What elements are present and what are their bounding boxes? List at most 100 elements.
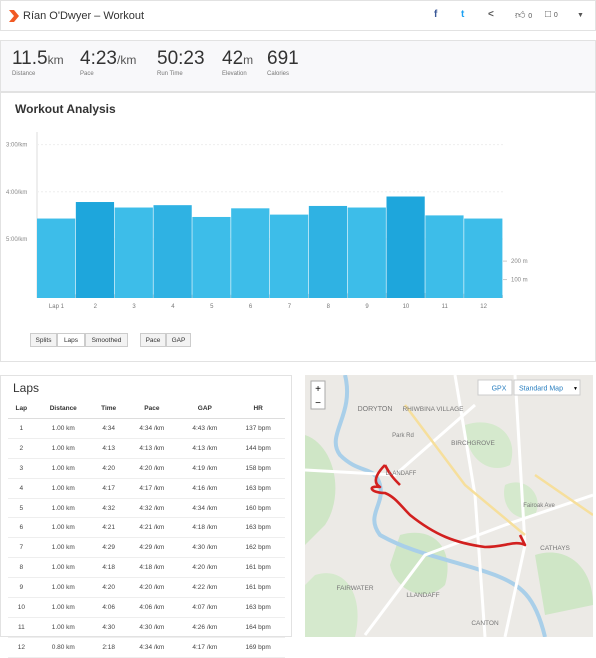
comments[interactable]: □ 0 bbox=[545, 9, 558, 20]
stat-value: 4:23 bbox=[80, 48, 117, 69]
lap-row: 10 1.00 km 4:06 4:06 /km 4:07 /km 163 bpm bbox=[8, 597, 285, 618]
cell: 10 bbox=[8, 597, 35, 618]
cell: 1.00 km bbox=[34, 478, 92, 499]
cell: 5 bbox=[8, 498, 35, 519]
cell: 137 bpm bbox=[231, 418, 285, 439]
cell: 7 bbox=[8, 537, 35, 559]
cell: 4:13 /km bbox=[125, 438, 179, 459]
cell: 4:20 bbox=[91, 577, 126, 599]
map-style-caret: ▼ bbox=[573, 386, 578, 392]
cell: 11 bbox=[8, 617, 35, 638]
stat: 42m Elevation bbox=[222, 48, 253, 77]
cell: 4:30 /km bbox=[125, 617, 179, 638]
place-label: BIRCHGROVE bbox=[451, 440, 495, 447]
stat-unit: km bbox=[47, 53, 64, 67]
cell: 1.00 km bbox=[34, 577, 92, 599]
x-tick-label: 9 bbox=[365, 304, 369, 310]
cell: 6 bbox=[8, 517, 35, 539]
cell: 8 bbox=[8, 557, 35, 579]
place-label: Park Rd bbox=[392, 433, 414, 439]
bar bbox=[114, 207, 153, 298]
mode-button[interactable]: Splits bbox=[30, 333, 57, 347]
share[interactable]: < bbox=[488, 9, 494, 20]
cell: 4:06 /km bbox=[125, 597, 179, 618]
bar bbox=[464, 218, 503, 298]
cell: 161 bpm bbox=[231, 577, 285, 599]
column-header: HR bbox=[231, 399, 285, 419]
cell: 4:34 bbox=[91, 418, 126, 439]
x-tick-label: 11 bbox=[442, 304, 449, 310]
cell: 0.80 km bbox=[34, 637, 92, 658]
stats-panel bbox=[0, 40, 596, 92]
cell: 4:29 bbox=[91, 537, 126, 559]
map-style-button[interactable] bbox=[513, 379, 581, 396]
cell: 4:26 /km bbox=[178, 617, 232, 638]
cell: 4:16 /km bbox=[178, 478, 232, 499]
column-header: Distance bbox=[34, 399, 92, 419]
stat-label: Calories bbox=[267, 71, 290, 77]
cell: 4:32 /km bbox=[125, 498, 179, 519]
cell: 160 bpm bbox=[231, 498, 285, 519]
metric-button[interactable]: GAP bbox=[166, 333, 191, 347]
stat: 4:23/km Pace bbox=[80, 48, 136, 77]
cell: 163 bpm bbox=[231, 597, 285, 618]
cell: 9 bbox=[8, 577, 35, 599]
cell: 1.00 km bbox=[34, 557, 92, 579]
cell: 1.00 km bbox=[34, 418, 92, 439]
zoom-in[interactable]: + bbox=[315, 384, 321, 395]
kudos[interactable]: 👍︎ 0 bbox=[515, 10, 533, 21]
cell: 4:20 /km bbox=[125, 577, 179, 599]
stat-value: 42 bbox=[222, 48, 244, 69]
bar bbox=[386, 196, 425, 298]
stat-value: 50:23 bbox=[157, 48, 205, 69]
mode-button[interactable]: Smoothed bbox=[85, 333, 128, 347]
cell: 4:43 /km bbox=[178, 418, 232, 439]
comment-count: 0 bbox=[553, 12, 558, 19]
cell: 4:32 bbox=[91, 498, 126, 519]
x-tick-label: 4 bbox=[171, 304, 175, 310]
cell: 4 bbox=[8, 478, 35, 499]
stat-value-row: 42m bbox=[222, 48, 253, 70]
y-tick-label: 3:00/km bbox=[6, 143, 27, 149]
stat: 50:23 Run Time bbox=[157, 48, 205, 77]
zoom-out[interactable]: − bbox=[315, 398, 321, 409]
metric-button[interactable]: Pace bbox=[140, 333, 166, 347]
stat-value: 691 bbox=[267, 48, 299, 69]
header: Rían O'Dwyer – Workout f t < 👍︎ 0 □ 0 ▼ bbox=[0, 0, 596, 31]
cell: 1.00 km bbox=[34, 597, 92, 618]
cell: 2:18 bbox=[91, 637, 126, 658]
cell: 161 bpm bbox=[231, 557, 285, 579]
mode-button[interactable]: Laps bbox=[57, 333, 85, 347]
cell: 4:18 bbox=[91, 557, 126, 579]
menu[interactable]: ▼ bbox=[577, 12, 584, 19]
gpx-button[interactable] bbox=[477, 379, 513, 396]
share-facebook[interactable]: f bbox=[434, 9, 438, 20]
share-twitter[interactable]: t bbox=[461, 9, 465, 20]
place-label: RHIWBINA VILLAGE bbox=[402, 406, 464, 413]
stat: 691 Calories bbox=[267, 48, 299, 77]
x-tick-label: 2 bbox=[94, 304, 98, 310]
place-label: Fairoak Ave bbox=[523, 503, 555, 509]
x-tick-label: 3 bbox=[132, 304, 136, 310]
lap-row: 11 1.00 km 4:30 4:30 /km 4:26 /km 164 bpm bbox=[8, 617, 285, 638]
cell: 4:19 /km bbox=[178, 458, 232, 479]
cell: 158 bpm bbox=[231, 458, 285, 479]
bar bbox=[270, 214, 309, 298]
cell: 4:17 bbox=[91, 478, 126, 499]
cell: 4:21 bbox=[91, 517, 126, 539]
lap-row: 1 1.00 km 4:34 4:34 /km 4:43 /km 137 bpm bbox=[8, 418, 285, 439]
logo bbox=[9, 10, 19, 22]
place-label: FAIRWATER bbox=[336, 585, 373, 592]
lap-row: 8 1.00 km 4:18 4:18 /km 4:20 /km 161 bpm bbox=[8, 557, 285, 579]
column-header: GAP bbox=[178, 399, 232, 419]
stat-value-row: 11.5km bbox=[12, 48, 64, 70]
cell: 4:18 /km bbox=[125, 557, 179, 579]
lap-row: 12 0.80 km 2:18 4:34 /km 4:17 /km 169 bpm bbox=[8, 637, 285, 658]
cell: 1.00 km bbox=[34, 617, 92, 638]
lap-row: 5 1.00 km 4:32 4:32 /km 4:34 /km 160 bpm bbox=[8, 498, 285, 519]
cell: 1.00 km bbox=[34, 517, 92, 539]
stat-label: Distance bbox=[12, 71, 36, 77]
stat-unit: m bbox=[243, 53, 254, 67]
gpx-label: GPX bbox=[492, 386, 507, 393]
